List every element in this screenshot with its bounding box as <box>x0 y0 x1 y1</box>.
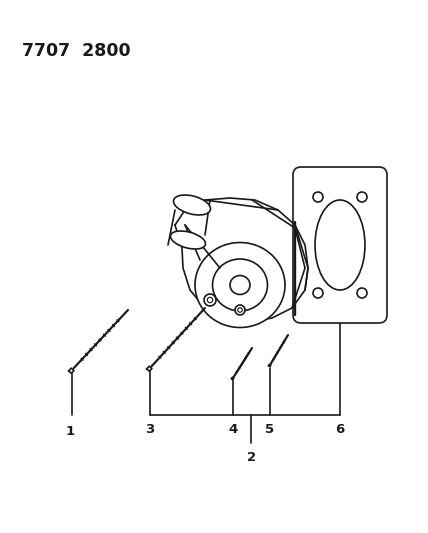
Text: 5: 5 <box>265 423 275 436</box>
Polygon shape <box>175 198 308 322</box>
Text: 1: 1 <box>65 425 74 438</box>
Ellipse shape <box>313 192 323 202</box>
Polygon shape <box>269 364 271 367</box>
Ellipse shape <box>195 243 285 327</box>
Text: 3: 3 <box>146 423 155 436</box>
Ellipse shape <box>235 305 245 315</box>
Ellipse shape <box>170 231 205 249</box>
Text: 2: 2 <box>247 451 256 464</box>
Text: 4: 4 <box>229 423 238 436</box>
Ellipse shape <box>207 297 213 303</box>
Ellipse shape <box>357 192 367 202</box>
Polygon shape <box>147 366 152 372</box>
FancyBboxPatch shape <box>293 167 387 323</box>
Ellipse shape <box>313 288 323 298</box>
Ellipse shape <box>230 276 250 295</box>
Text: 6: 6 <box>336 423 345 436</box>
Ellipse shape <box>357 288 367 298</box>
Polygon shape <box>69 368 74 373</box>
Ellipse shape <box>204 294 216 306</box>
Polygon shape <box>232 377 234 379</box>
Text: 7707  2800: 7707 2800 <box>22 42 131 60</box>
Ellipse shape <box>173 195 211 215</box>
Ellipse shape <box>238 308 242 312</box>
Ellipse shape <box>212 259 268 311</box>
